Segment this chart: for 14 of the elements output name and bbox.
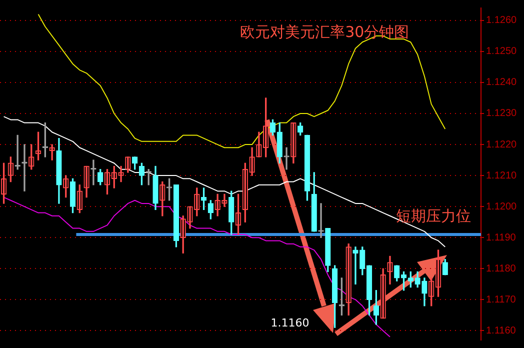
y-tick-label: 1.1200 (486, 201, 518, 212)
y-tick-label: 1.1230 (486, 108, 518, 120)
y-tick-label: 1.1180 (486, 263, 516, 274)
y-tick-label: 1.1220 (486, 139, 518, 150)
y-tick-label: 1.1260 (486, 15, 518, 26)
y-tick-label: 1.1190 (486, 232, 516, 244)
y-tick-label: 1.1160 (486, 325, 516, 336)
y-tick-label: 1.1210 (486, 170, 518, 182)
text: 欧元对美元汇率30分钟图 (240, 22, 410, 41)
y-tick-label: 1.1240 (486, 77, 518, 88)
ref-line-label: 短期压力位 (396, 206, 471, 225)
y-tick-label: 1.1250 (486, 46, 518, 58)
y-tick-label: 1.1170 (486, 294, 516, 306)
annotation: 1.1160 (270, 316, 310, 330)
